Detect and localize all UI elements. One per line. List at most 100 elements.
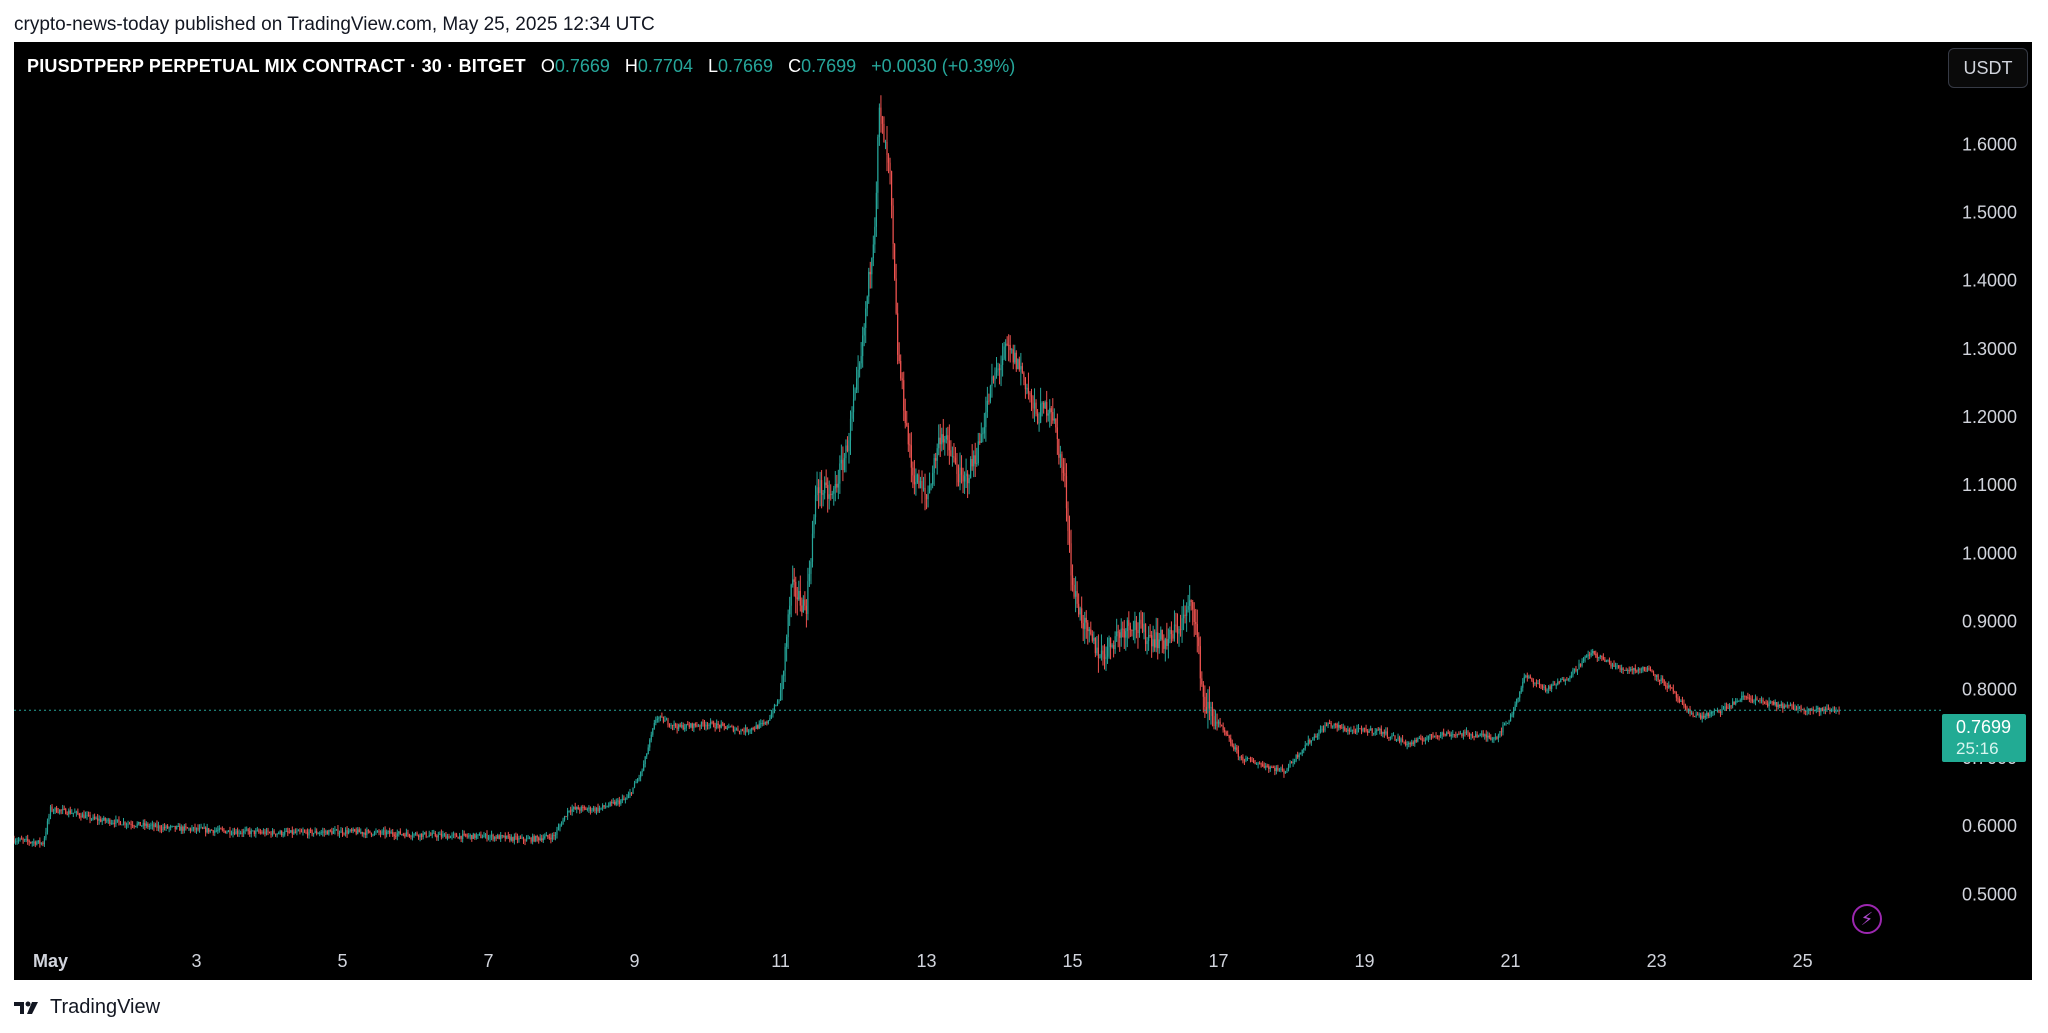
candle-body [1371,728,1373,734]
candle-body [1833,709,1836,712]
candle-body [982,433,984,435]
tradingview-brand[interactable]: TradingView [14,996,160,1019]
candle-body [900,361,902,379]
candle-body [271,830,274,835]
candle-body [1436,735,1439,737]
candle-body [1462,732,1465,737]
candle-body [1786,705,1788,707]
candle-body [503,835,505,837]
candle-body [1368,730,1370,733]
candle-body [1838,710,1840,712]
candle-body [1738,701,1740,702]
candle-body [357,829,359,834]
candle-body [1500,731,1503,733]
candle-body [1461,733,1463,737]
candle-body [481,837,484,839]
candle-body [113,822,115,824]
candle-body [988,400,990,402]
candle-body [817,487,820,494]
candle-body [1544,686,1547,692]
candle-body [802,599,804,613]
candle-body [414,833,417,834]
candle-body [843,458,846,471]
candle-body [1290,761,1293,763]
candle-body [894,243,896,279]
currency-button[interactable]: USDT [1948,48,2028,88]
candle-body [1344,727,1346,731]
candle-body [1006,343,1008,345]
candle-body [1287,767,1290,770]
candle-body [600,807,602,809]
candle-body [1640,669,1642,671]
candle-body [1474,734,1477,738]
candle-body [1170,629,1173,635]
candle-body [532,836,534,842]
candle-body [1698,714,1700,716]
candle-body [197,827,199,830]
candle-body [352,829,354,831]
candle-body [852,399,855,413]
candle-body [1561,679,1563,680]
candle-body [1120,628,1122,638]
candle-body [1768,701,1770,707]
price-tick-label: 1.5000 [1962,202,2017,222]
candle-body [668,724,671,726]
candle-body [89,814,91,820]
candle-body [1201,678,1203,685]
candle-body [390,832,392,834]
candle-body [1190,600,1192,603]
candle-body [1763,702,1766,704]
candle-body [743,730,745,733]
candle-body [1798,706,1801,708]
candle-body [1751,699,1754,702]
candle-body [1102,650,1104,655]
candle-body [1709,714,1711,717]
candle-body [489,836,491,838]
candle-body [1143,623,1145,632]
candle-body [1357,728,1360,730]
price-tick-label: 1.1000 [1962,475,2017,495]
candle-body [813,517,815,534]
symbol-title[interactable]: PIUSDTPERP PERPETUAL MIX CONTRACT · 30 ·… [27,56,526,76]
candle-body [1694,716,1696,717]
candle-body [1535,682,1538,684]
candle-body [445,834,447,839]
candle-body [968,478,970,484]
candle-body [1152,639,1154,647]
candle-body [1488,735,1490,738]
candle-body [1108,637,1110,647]
candle-body [1132,630,1134,632]
candle-body [468,835,470,837]
candle-body [487,837,490,839]
candle-body [992,376,995,381]
candle-body [1354,730,1357,733]
candle-body [1228,735,1230,739]
candle-body [1730,705,1732,707]
candle-body [816,487,818,496]
candle-body [1280,768,1282,770]
candle-body [483,835,485,838]
lightning-bolt-icon[interactable]: ⚡ [1852,904,1882,934]
chart-area[interactable] [14,42,2032,980]
candle-body [1830,710,1833,712]
close-label: C [788,56,802,76]
candle-body [773,705,776,713]
candle-body [643,763,645,771]
candle-body [588,807,590,810]
candle-body [1084,617,1086,629]
candle-body [1590,652,1592,656]
candle-body [1602,656,1604,660]
candle-body [1613,664,1615,667]
candle-body [1001,358,1004,365]
candlestick-chart[interactable]: 1.70001.60001.50001.40001.30001.20001.10… [14,42,2032,980]
candle-body [928,485,931,494]
candle-body [667,719,669,725]
candle-body [1576,669,1579,671]
candle-body [1099,657,1101,659]
candle-body [235,830,237,835]
candle-body [171,826,173,827]
candle-body [904,410,906,424]
candle-body [291,830,293,834]
candle-body [206,828,208,833]
candle-body [98,819,100,821]
